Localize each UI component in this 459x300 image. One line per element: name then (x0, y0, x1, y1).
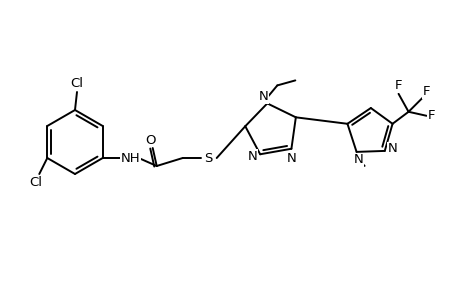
Text: F: F (422, 85, 429, 98)
Text: N: N (353, 153, 363, 167)
Text: Cl: Cl (29, 176, 42, 190)
Text: O: O (145, 134, 156, 146)
Text: F: F (427, 109, 434, 122)
Text: N: N (258, 90, 268, 103)
Text: N: N (387, 142, 397, 155)
Text: N: N (247, 150, 257, 163)
Text: S: S (204, 152, 213, 164)
Text: NH: NH (121, 152, 140, 164)
Text: Cl: Cl (70, 76, 84, 89)
Text: N: N (286, 152, 296, 165)
Text: F: F (394, 79, 402, 92)
